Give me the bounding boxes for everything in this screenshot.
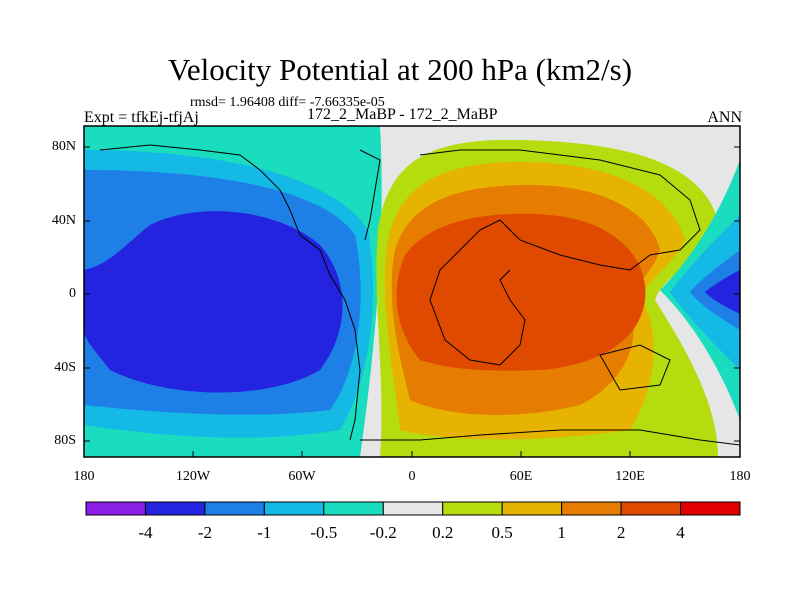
colorbar-label: 2 <box>616 523 626 542</box>
colorbar-label: 0.5 <box>491 523 513 542</box>
neg-contour-2 <box>84 211 343 393</box>
colorbar-swatch <box>204 501 265 516</box>
stats-label: rmsd= 1.96408 diff= -7.66335e-05 <box>190 95 385 110</box>
y-tick-label: 80N <box>51 139 76 154</box>
colorbar-swatch <box>263 501 325 516</box>
page-title: Velocity Potential at 200 hPa (km2/s) <box>167 52 633 87</box>
x-tick-label: 0 <box>408 469 416 484</box>
colorbar-label: -0.5 <box>310 523 338 542</box>
y-tick-marks <box>84 146 740 442</box>
colorbar-swatch <box>680 501 741 516</box>
colorbar-label: -1 <box>257 523 272 542</box>
case-label: 172_2_MaBP - 172_2_MaBP <box>307 106 498 123</box>
australia-outline <box>599 344 671 391</box>
x-tick-label: 60E <box>509 469 533 484</box>
x-tick-label: 120E <box>615 469 645 484</box>
x-tick-marks <box>83 451 741 457</box>
x-tick-label: 180 <box>73 469 95 484</box>
colorbar-label: 0.2 <box>432 523 454 542</box>
antarctica-outline <box>360 429 740 446</box>
pos-contour-2 <box>396 213 646 371</box>
y-tick-label: 80S <box>54 433 76 448</box>
y-tick-label: 0 <box>69 286 76 301</box>
continent-outlines <box>99 144 740 446</box>
colorbar-swatch <box>501 501 563 516</box>
colorbar-label: 1 <box>557 523 566 542</box>
east-neg-contour-2 <box>705 270 740 314</box>
y-tick-label: 40N <box>51 213 76 228</box>
colorbar-label: -0.2 <box>369 523 397 542</box>
colorbar-label: 4 <box>676 523 685 542</box>
eurasia-africa-outline <box>419 149 701 366</box>
colorbar-swatch <box>144 501 206 516</box>
colorbar-swatch <box>382 501 444 516</box>
colorbar-swatch <box>85 501 146 516</box>
season-label: ANN <box>707 109 742 126</box>
greenland-outline <box>359 149 381 241</box>
y-tick-label: 40S <box>54 360 76 375</box>
colorbar-swatch <box>561 501 622 516</box>
colorbar-swatch <box>323 501 384 516</box>
colorbar-label: -2 <box>197 523 212 542</box>
x-tick-label: 120W <box>175 469 211 484</box>
colorbar-swatch <box>620 501 682 516</box>
colorbar <box>85 501 741 516</box>
x-tick-label: 180 <box>729 469 751 484</box>
colorbar-label: -4 <box>138 523 153 542</box>
x-tick-label: 60W <box>288 469 316 484</box>
experiment-label: Expt = tfkEj-tfjAj <box>84 109 199 126</box>
contour-field <box>84 126 740 457</box>
americas-outline <box>99 144 361 441</box>
colorbar-swatch <box>442 501 503 516</box>
